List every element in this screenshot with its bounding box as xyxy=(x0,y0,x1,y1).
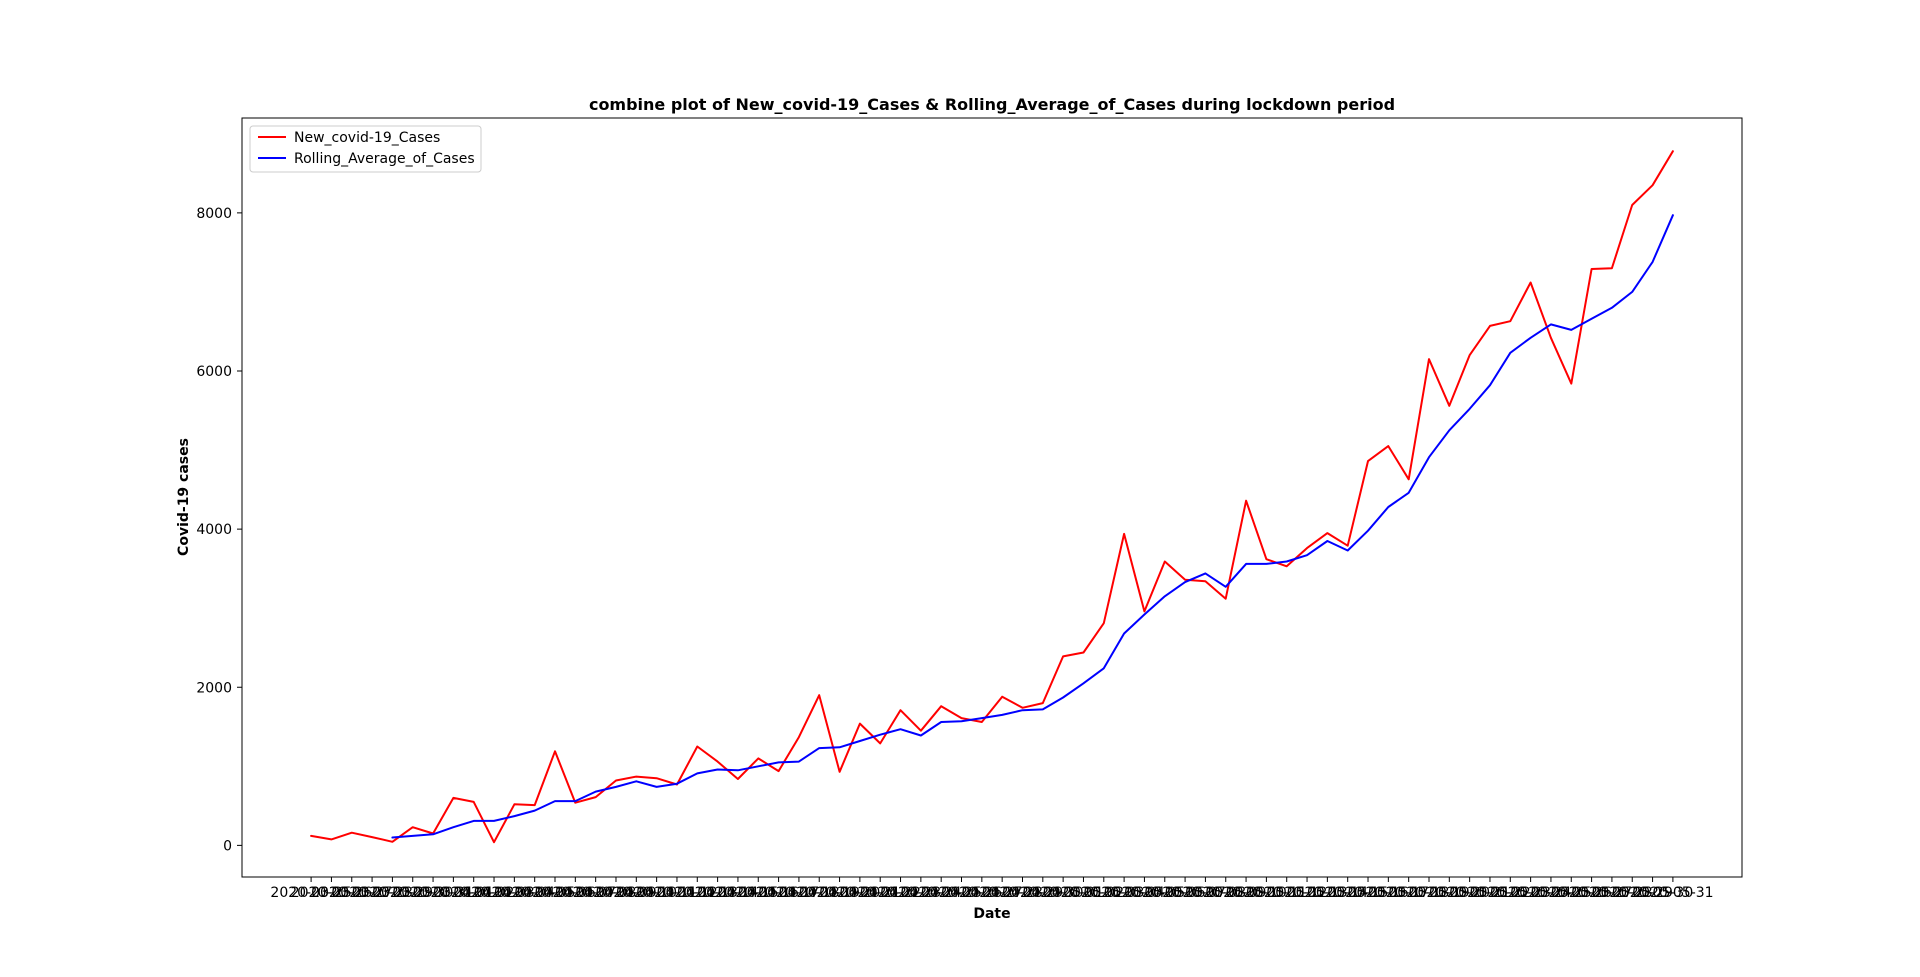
x-tick-label: 2020-04-29 xyxy=(982,885,1063,901)
x-tick-label: 2020-05-03 xyxy=(1063,885,1144,901)
x-tick-label: 2020-05-31 xyxy=(1632,885,1713,901)
series-layer xyxy=(310,150,1674,844)
x-tick-label: 2020-03-25 xyxy=(270,885,351,901)
x-tick-label: 2020-05-02 xyxy=(1043,885,1124,901)
x-tick-label: 2020-04-08 xyxy=(555,885,636,901)
x-tick-label: 2020-04-20 xyxy=(799,885,880,901)
x-tick-label: 2020-05-19 xyxy=(1388,885,1469,901)
x-tick-label: 2020-05-01 xyxy=(1022,885,1103,901)
x-tick-label: 2020-05-25 xyxy=(1510,885,1591,901)
x-axis-label: Date xyxy=(973,906,1010,922)
x-tick-label: 2020-04-30 xyxy=(1002,885,1083,901)
x-tick-label: 2020-03-31 xyxy=(392,885,473,901)
x-tick-label: 2020-05-23 xyxy=(1470,885,1551,901)
x-tick-label: 2020-04-21 xyxy=(819,885,900,901)
x-tick-label: 2020-05-26 xyxy=(1531,885,1612,901)
x-tick-label: 2020-05-27 xyxy=(1551,885,1632,901)
x-tick-label: 2020-05-10 xyxy=(1205,885,1286,901)
x-tick-label: 2020-04-26 xyxy=(921,885,1002,901)
x-tick-label: 2020-04-25 xyxy=(900,885,981,901)
x-tick-label: 2020-04-17 xyxy=(738,885,819,901)
y-axis-label: Covid-19 cases xyxy=(176,438,192,556)
chart-title: combine plot of New_covid-19_Cases & Rol… xyxy=(589,95,1395,114)
x-tick-label: 2020-04-12 xyxy=(636,885,717,901)
x-tick-label: 2020-05-28 xyxy=(1571,885,1652,901)
y-tick-label: 4000 xyxy=(196,522,232,538)
x-tick-label: 2020-05-05 xyxy=(1104,885,1185,901)
x-tick-label: 2020-05-21 xyxy=(1429,885,1510,901)
x-tick-label: 2020-05-04 xyxy=(1083,885,1164,901)
x-tick-label: 2020-04-18 xyxy=(758,885,839,901)
x-tick-label: 2020-05-15 xyxy=(1307,885,1388,901)
plot-area-frame xyxy=(241,117,1743,878)
x-tick-label: 2020-04-01 xyxy=(413,885,494,901)
x-tick-label: 2020-04-23 xyxy=(860,885,941,901)
x-tick-label: 2020-05-08 xyxy=(1165,885,1246,901)
x-tick-label: 2020-05-30 xyxy=(1612,885,1693,901)
x-tick-label: 2020-03-26 xyxy=(291,885,372,901)
y-tick-label: 6000 xyxy=(196,364,232,380)
series-line-new-cases xyxy=(310,150,1674,844)
x-tick-label: 2020-05-16 xyxy=(1327,885,1408,901)
x-tick-label: 2020-04-05 xyxy=(494,885,575,901)
x-tick-label: 2020-05-09 xyxy=(1185,885,1266,901)
x-tick-label: 2020-05-13 xyxy=(1266,885,1347,901)
y-axis-ticks: 0 2000 4000 6000 8000 xyxy=(196,206,242,854)
x-tick-label: 2020-04-22 xyxy=(840,885,921,901)
x-tick-label: 2020-05-24 xyxy=(1490,885,1571,901)
x-tick-label: 2020-05-12 xyxy=(1246,885,1327,901)
x-tick-label: 2020-04-15 xyxy=(697,885,778,901)
x-tick-label: 2020-03-27 xyxy=(311,885,392,901)
x-tick-label: 2020-03-28 xyxy=(331,885,412,901)
series-line-rolling-average xyxy=(391,214,1674,839)
y-tick-label: 8000 xyxy=(196,206,232,222)
x-tick-label: 2020-03-30 xyxy=(372,885,453,901)
x-axis-ticks: 2020-03-252020-03-262020-03-272020-03-28… xyxy=(270,877,1714,901)
x-tick-label: 2020-05-20 xyxy=(1409,885,1490,901)
x-tick-label: 2020-04-13 xyxy=(657,885,738,901)
x-tick-label: 2020-04-11 xyxy=(616,885,697,901)
x-tick-label: 2020-05-11 xyxy=(1226,885,1307,901)
x-tick-label: 2020-04-24 xyxy=(880,885,961,901)
x-tick-label: 2020-04-27 xyxy=(941,885,1022,901)
x-tick-label: 2020-04-06 xyxy=(514,885,595,901)
x-tick-label: 2020-04-03 xyxy=(453,885,534,901)
x-tick-label: 2020-04-19 xyxy=(779,885,860,901)
x-tick-label: 2020-05-22 xyxy=(1449,885,1530,901)
x-tick-label: 2020-05-14 xyxy=(1287,885,1368,901)
x-tick-label: 2020-04-04 xyxy=(474,885,555,901)
x-tick-label: 2020-04-09 xyxy=(575,885,656,901)
y-tick-label: 0 xyxy=(223,838,232,854)
x-tick-label: 2020-04-14 xyxy=(677,885,758,901)
x-tick-label: 2020-05-17 xyxy=(1348,885,1429,901)
legend-label-rolling-average: Rolling_Average_of_Cases xyxy=(294,151,475,167)
x-tick-label: 2020-04-10 xyxy=(596,885,677,901)
y-tick-label: 2000 xyxy=(196,680,232,696)
x-tick-label: 2020-04-02 xyxy=(433,885,514,901)
legend-label-new-cases: New_covid-19_Cases xyxy=(294,130,440,146)
x-tick-label: 2020-03-29 xyxy=(352,885,433,901)
x-tick-label: 2020-04-16 xyxy=(718,885,799,901)
x-tick-label: 2020-04-28 xyxy=(961,885,1042,901)
legend-box xyxy=(249,125,482,173)
legend: New_covid-19_Cases Rolling_Average_of_Ca… xyxy=(249,125,482,173)
x-tick-label: 2020-05-07 xyxy=(1144,885,1225,901)
x-tick-label: 2020-05-18 xyxy=(1368,885,1449,901)
x-tick-label: 2020-04-07 xyxy=(535,885,616,901)
x-tick-label: 2020-05-29 xyxy=(1592,885,1673,901)
x-tick-label: 2020-05-06 xyxy=(1124,885,1205,901)
